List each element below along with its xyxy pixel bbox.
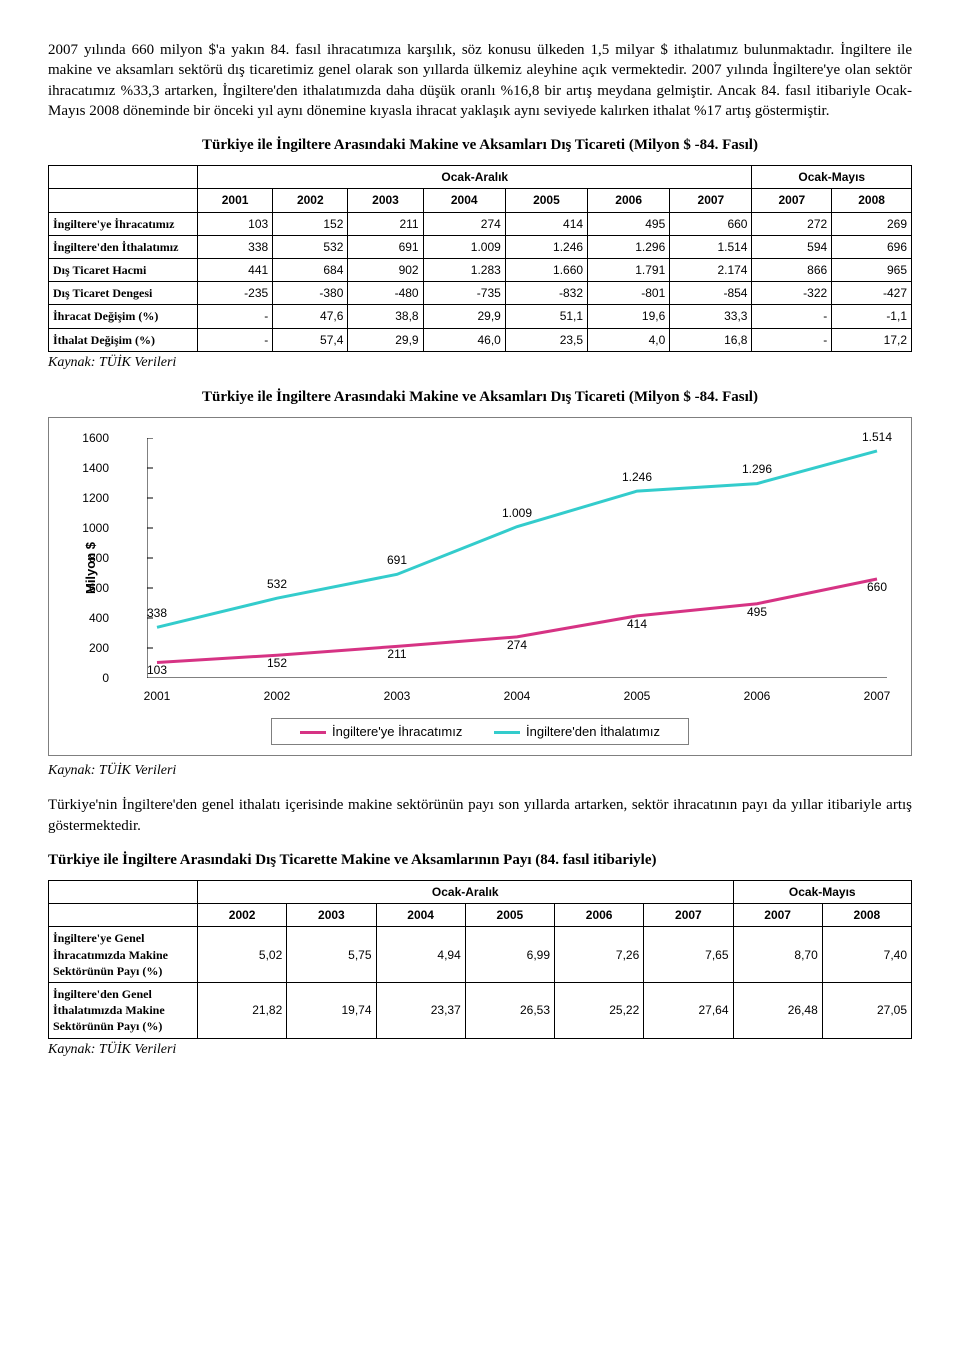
table-row: İhracat Değişim (%)-47,638,829,951,119,6… [49, 305, 912, 328]
table-row: İngiltere'ye İhracatımız1031522112744144… [49, 212, 912, 235]
share-table: Ocak-AralıkOcak-Mayıs 200220032004200520… [48, 880, 912, 1039]
y-tick: 1400 [79, 460, 109, 476]
data-label: 1.246 [622, 469, 652, 485]
data-label: 1.296 [742, 461, 772, 477]
y-tick: 800 [79, 550, 109, 566]
table-row: İthalat Değişim (%)-57,429,946,023,54,01… [49, 328, 912, 351]
legend-item-1: İngiltere'ye İhracatımız [300, 723, 462, 741]
y-tick: 1000 [79, 520, 109, 536]
y-tick: 600 [79, 580, 109, 596]
data-label: 1.009 [502, 504, 532, 520]
data-label: 211 [387, 646, 406, 662]
chart-title: Türkiye ile İngiltere Arasındaki Makine … [48, 387, 912, 407]
legend-item-2: İngiltere'den İthalatımız [494, 723, 660, 741]
x-tick: 2004 [504, 688, 531, 704]
table-row: İngiltere'den İthalatımız3385326911.0091… [49, 235, 912, 258]
legend-label-1: İngiltere'ye İhracatımız [332, 724, 462, 739]
x-tick: 2002 [264, 688, 291, 704]
data-label: 495 [747, 603, 767, 619]
table2-source: Kaynak: TÜİK Verileri [48, 1041, 912, 1060]
x-tick: 2003 [384, 688, 411, 704]
data-label: 274 [507, 637, 527, 653]
table-row: İngiltere'den Genel İthalatımızda Makine… [49, 983, 912, 1039]
data-label: 532 [267, 576, 287, 592]
legend-label-2: İngiltere'den İthalatımız [526, 724, 660, 739]
line-chart: Milyon $ 0200400600800100012001400160020… [48, 417, 912, 757]
data-label: 660 [867, 579, 887, 595]
x-tick: 2006 [744, 688, 771, 704]
y-tick: 1200 [79, 490, 109, 506]
table2-title: Türkiye ile İngiltere Arasındaki Dış Tic… [48, 850, 912, 870]
table-row: İngiltere'ye Genel İhracatımızda Makine … [49, 927, 912, 983]
data-label: 691 [387, 552, 407, 568]
table1-title: Türkiye ile İngiltere Arasındaki Makine … [48, 135, 912, 155]
chart-legend: İngiltere'ye İhracatımız İngiltere'den İ… [63, 708, 897, 746]
data-label: 338 [147, 605, 167, 621]
y-tick: 0 [79, 670, 109, 686]
table-row: Dış Ticaret Dengesi-235-380-480-735-832-… [49, 282, 912, 305]
data-label: 1.514 [862, 429, 892, 445]
trade-table: Ocak-AralıkOcak-Mayıs 200120022003200420… [48, 165, 912, 352]
data-label: 103 [147, 662, 167, 678]
data-label: 414 [627, 616, 647, 632]
table1-source: Kaynak: TÜİK Verileri [48, 354, 912, 373]
x-tick: 2001 [144, 688, 171, 704]
y-tick: 400 [79, 610, 109, 626]
intro-paragraph: 2007 yılında 660 milyon $'a yakın 84. fa… [48, 40, 912, 121]
body-paragraph: Türkiye'nin İngiltere'den genel ithalatı… [48, 795, 912, 836]
table-row: Dış Ticaret Hacmi4416849021.2831.6601.79… [49, 259, 912, 282]
data-label: 152 [267, 655, 287, 671]
y-tick: 1600 [79, 430, 109, 446]
chart-source: Kaynak: TÜİK Verileri [48, 762, 912, 781]
y-tick: 200 [79, 640, 109, 656]
x-tick: 2005 [624, 688, 651, 704]
x-tick: 2007 [864, 688, 891, 704]
